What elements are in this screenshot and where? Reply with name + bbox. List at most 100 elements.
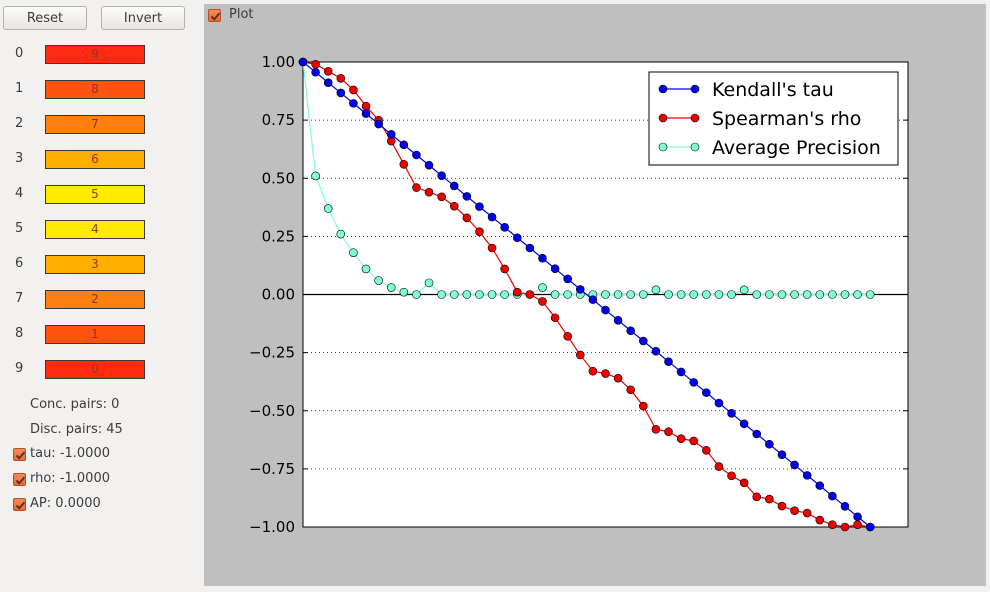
plot-checkbox[interactable] xyxy=(208,9,221,22)
data-point xyxy=(664,290,673,299)
data-point xyxy=(815,481,825,490)
data-point xyxy=(449,201,459,211)
data-point xyxy=(538,297,547,306)
data-point xyxy=(336,229,346,239)
data-point xyxy=(437,290,446,299)
data-point xyxy=(449,181,459,191)
data-point xyxy=(437,192,446,202)
data-point xyxy=(853,290,862,299)
check-icon xyxy=(15,501,26,510)
data-point xyxy=(651,285,661,295)
ranking-value-box[interactable]: 3 xyxy=(45,255,145,274)
ranking-value-box[interactable]: 9 xyxy=(45,45,145,64)
legend-label: Spearman's rho xyxy=(712,108,861,130)
invert-button[interactable]: Invert xyxy=(101,6,185,30)
data-point xyxy=(802,290,812,299)
legend-label: Kendall's tau xyxy=(712,79,834,101)
ap-checkbox[interactable] xyxy=(13,498,26,511)
data-point xyxy=(626,290,636,299)
data-point xyxy=(714,290,724,299)
tau-checkbox[interactable] xyxy=(13,448,26,461)
data-point xyxy=(386,130,396,139)
data-point xyxy=(626,385,636,395)
plot-panel: Plot 1.00 0.75 0.50 0.25 0.00 −0.25 −0.50 −0.75… xyxy=(204,4,986,586)
data-point xyxy=(487,290,497,299)
y-tick-label: −0.25 xyxy=(249,344,295,362)
data-point xyxy=(777,290,787,299)
data-point xyxy=(575,350,585,360)
tau-value-label: tau: -1.0000 xyxy=(30,446,110,461)
y-tick-label: 0.00 xyxy=(262,286,295,304)
data-point xyxy=(412,150,421,160)
data-point xyxy=(777,450,787,459)
plot-frame xyxy=(302,61,909,528)
data-point xyxy=(462,192,472,201)
data-point xyxy=(311,67,320,77)
data-point xyxy=(399,140,409,150)
ranking-index: 0 xyxy=(15,46,24,61)
data-point xyxy=(765,494,774,504)
concordant-pairs-text: Conc. pairs: 0 xyxy=(30,397,120,412)
data-point xyxy=(790,460,799,470)
data-point xyxy=(664,427,673,436)
data-point xyxy=(386,283,396,292)
data-point xyxy=(853,520,862,529)
check-icon xyxy=(15,476,26,485)
data-point xyxy=(349,248,358,257)
ranking-value-box[interactable]: 7 xyxy=(45,115,145,134)
data-point xyxy=(563,332,572,341)
legend-marker xyxy=(658,84,668,94)
data-point xyxy=(525,243,535,253)
data-point xyxy=(626,326,636,336)
y-tick-label: 1.00 xyxy=(262,53,295,71)
data-point xyxy=(399,160,409,169)
data-point xyxy=(424,187,434,197)
data-point xyxy=(550,264,560,273)
ranking-value-box[interactable]: 0 xyxy=(45,360,145,379)
data-point xyxy=(538,283,547,292)
reset-button[interactable]: Reset xyxy=(3,6,87,30)
ranking-value-box[interactable]: 1 xyxy=(45,325,145,344)
data-point xyxy=(412,183,421,192)
data-point xyxy=(298,57,308,67)
data-point xyxy=(512,287,522,297)
ranking-index: 4 xyxy=(15,186,24,201)
y-tick-label: 0.75 xyxy=(262,111,295,129)
data-point xyxy=(752,492,762,502)
data-point xyxy=(550,313,560,323)
ranking-value-box[interactable]: 4 xyxy=(45,220,145,239)
data-point xyxy=(865,290,875,299)
data-point xyxy=(790,506,799,516)
data-point xyxy=(323,204,333,213)
data-point xyxy=(727,409,736,418)
data-point xyxy=(840,502,850,511)
data-point xyxy=(512,233,522,243)
ranking-index: 3 xyxy=(15,151,24,166)
data-point xyxy=(361,101,371,111)
data-point xyxy=(475,227,484,237)
legend-marker xyxy=(658,113,668,123)
ranking-value-box[interactable]: 2 xyxy=(45,290,145,309)
data-point xyxy=(639,290,648,299)
data-point xyxy=(349,99,358,108)
data-point xyxy=(500,290,509,299)
y-tick-label: −1.00 xyxy=(249,518,295,536)
data-point xyxy=(374,119,383,129)
check-icon xyxy=(210,12,221,21)
data-point xyxy=(865,522,875,532)
rho-checkbox[interactable] xyxy=(13,473,26,486)
ranking-value-box[interactable]: 5 xyxy=(45,185,145,204)
ranking-value-box[interactable]: 6 xyxy=(45,150,145,169)
y-tick-label: −0.50 xyxy=(249,402,295,420)
discordant-pairs-text: Disc. pairs: 45 xyxy=(30,422,123,437)
data-point xyxy=(323,78,333,87)
data-point xyxy=(714,462,724,471)
data-point xyxy=(424,160,434,170)
ranking-value-box[interactable]: 8 xyxy=(45,80,145,99)
